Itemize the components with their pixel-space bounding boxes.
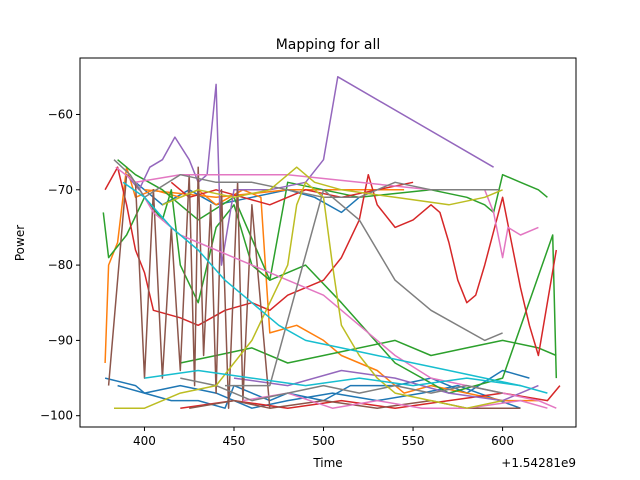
y-axis-label: Power xyxy=(13,225,27,261)
x-tick-label: 550 xyxy=(402,434,425,448)
series-line-20 xyxy=(180,377,503,402)
plot-frame xyxy=(79,57,577,428)
series-line-11 xyxy=(180,385,561,409)
series-line-24 xyxy=(122,181,548,394)
series-line-9 xyxy=(104,166,558,357)
series-line-8 xyxy=(117,159,558,394)
series-line-14 xyxy=(107,166,271,409)
series-line-18 xyxy=(242,392,548,409)
y-axis-ticks: −100 −90 −80 −70 −60 xyxy=(40,107,80,423)
y-tick-label: −90 xyxy=(48,333,73,347)
series-line-21 xyxy=(225,189,503,387)
x-tick-label: 450 xyxy=(223,434,246,448)
x-tick-label: 600 xyxy=(491,434,514,448)
series-line-12 xyxy=(126,76,494,266)
series-layer xyxy=(102,76,561,409)
x-axis-ticks: 400 450 500 550 600 xyxy=(133,427,514,448)
y-tick-label: −100 xyxy=(40,409,73,423)
x-axis-offset-label: +1.54281e9 xyxy=(501,456,576,470)
y-tick-label: −70 xyxy=(48,183,73,197)
y-tick-label: −80 xyxy=(48,258,73,272)
x-tick-label: 500 xyxy=(312,434,335,448)
series-line-25 xyxy=(144,369,521,387)
chart-title: Mapping for all xyxy=(276,37,381,53)
series-line-22 xyxy=(114,181,503,409)
series-line-23 xyxy=(162,166,503,206)
x-tick-label: 400 xyxy=(133,434,156,448)
y-tick-label: −60 xyxy=(48,107,73,121)
series-line-3 xyxy=(135,181,360,214)
x-axis-label: Time xyxy=(312,456,342,470)
series-line-2 xyxy=(117,384,521,409)
